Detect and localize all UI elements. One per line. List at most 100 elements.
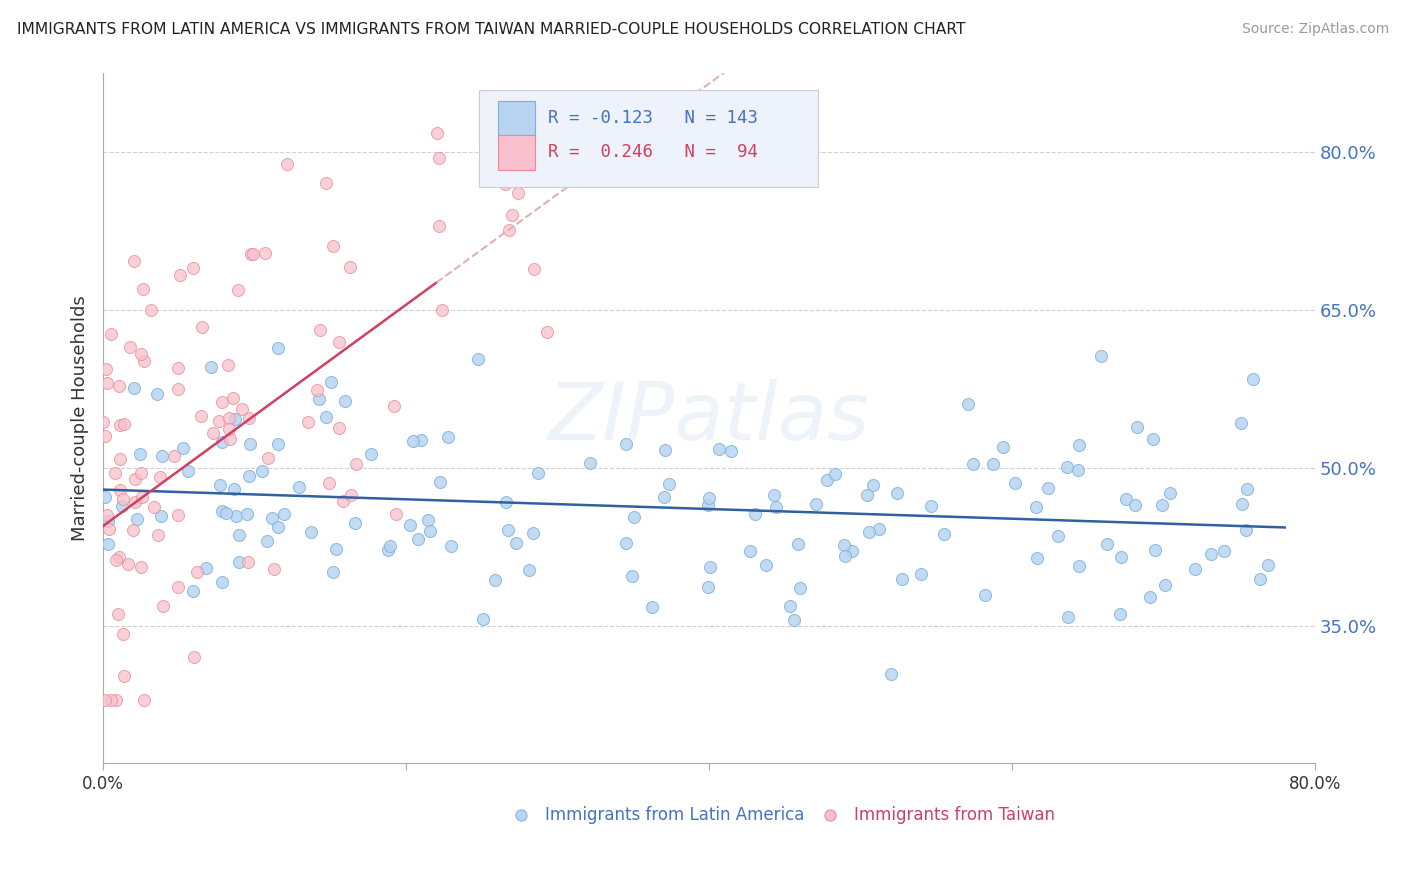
Point [1069, 438, 1091, 452]
Text: IMMIGRANTS FROM LATIN AMERICA VS IMMIGRANTS FROM TAIWAN MARRIED-COUPLE HOUSEHOLD: IMMIGRANTS FROM LATIN AMERICA VS IMMIGRA… [17, 22, 966, 37]
Point [94, 361, 117, 376]
Point [744, 508, 766, 522]
Point [1004, 476, 1026, 491]
Point [472, 612, 495, 626]
Point [297, 415, 319, 429]
Point [501, 208, 523, 222]
Point [1232, 497, 1254, 511]
FancyBboxPatch shape [479, 90, 818, 186]
Point [240, 247, 263, 261]
Point [125, 511, 148, 525]
Point [181, 583, 204, 598]
Point [1139, 591, 1161, 605]
Point [910, 567, 932, 582]
Point [146, 386, 169, 401]
Point [920, 499, 942, 513]
Point [418, 513, 440, 527]
Point [832, 537, 855, 551]
Point [97, 522, 120, 536]
Point [225, 509, 247, 524]
Point [1057, 609, 1080, 624]
Point [131, 466, 153, 480]
Point [131, 490, 153, 504]
Point [150, 449, 173, 463]
Point [652, 490, 675, 504]
Point [108, 549, 131, 564]
Point [427, 151, 450, 165]
Point [378, 539, 401, 553]
Point [516, 147, 538, 161]
Point [932, 526, 955, 541]
Point [658, 476, 681, 491]
Point [890, 572, 912, 586]
Point [124, 495, 146, 509]
Point [105, 692, 128, 706]
Point [789, 581, 811, 595]
Point [328, 334, 350, 349]
Point [1069, 559, 1091, 574]
Point [432, 302, 454, 317]
Point [1025, 550, 1047, 565]
Point [112, 669, 135, 683]
Point [495, 494, 517, 508]
Point [129, 447, 152, 461]
Point [208, 414, 231, 428]
Point [183, 650, 205, 665]
Point [1090, 349, 1112, 363]
Point [256, 534, 278, 549]
Point [288, 480, 311, 494]
Point [1095, 537, 1118, 551]
Point [104, 467, 127, 481]
Point [122, 381, 145, 395]
Point [222, 482, 245, 496]
Point [360, 446, 382, 460]
Point [340, 488, 363, 502]
Point [97, 514, 120, 528]
Point [401, 434, 423, 448]
Point [1036, 481, 1059, 495]
Point [190, 409, 212, 423]
Point [505, 535, 527, 549]
Point [1025, 500, 1047, 514]
Point [614, 437, 637, 451]
Point [1257, 558, 1279, 572]
Point [139, 303, 162, 318]
Point [112, 417, 135, 431]
Point [333, 394, 356, 409]
Point [118, 340, 141, 354]
Point [427, 219, 450, 233]
Point [1143, 542, 1166, 557]
Point [522, 525, 544, 540]
Point [112, 491, 135, 506]
Point [1046, 529, 1069, 543]
Point [841, 543, 863, 558]
Point [1123, 498, 1146, 512]
Point [1056, 460, 1078, 475]
Point [112, 626, 135, 640]
Point [208, 478, 231, 492]
Point [1234, 523, 1257, 537]
Point [211, 503, 233, 517]
Point [166, 382, 188, 396]
Point [494, 177, 516, 191]
Point [211, 434, 233, 449]
Point [93, 692, 115, 706]
Point [124, 472, 146, 486]
Point [527, 467, 550, 481]
Point [307, 383, 329, 397]
Point [382, 399, 405, 413]
Point [956, 397, 979, 411]
Point [228, 555, 250, 569]
Point [834, 549, 856, 563]
FancyBboxPatch shape [498, 135, 534, 169]
Point [267, 437, 290, 451]
Point [309, 323, 332, 337]
Point [411, 434, 433, 448]
Point [299, 525, 322, 540]
Point [1111, 549, 1133, 564]
Point [242, 246, 264, 260]
Point [344, 516, 367, 530]
Point [215, 506, 238, 520]
Point [991, 441, 1014, 455]
Point [134, 353, 156, 368]
